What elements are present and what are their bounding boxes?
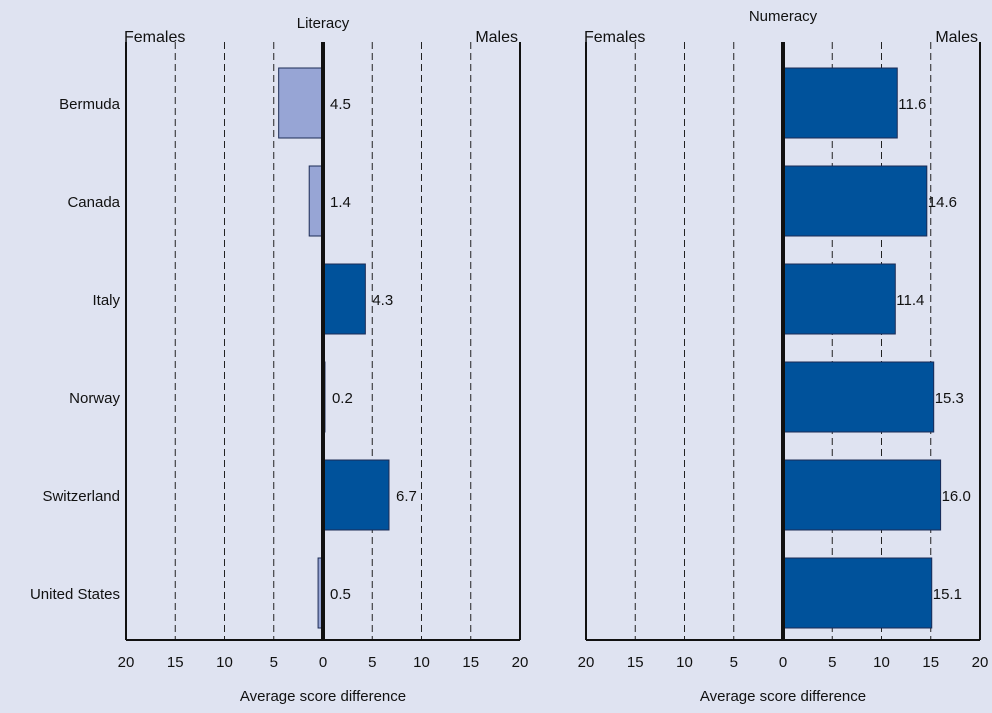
tick-label-5: 5 <box>828 654 836 671</box>
tick-label-4: 0 <box>319 654 327 671</box>
chart-title: Literacy <box>297 15 350 32</box>
bar-united-states <box>783 558 932 628</box>
tick-label-3: 5 <box>270 654 278 671</box>
value-label-italy: 11.4 <box>896 292 924 309</box>
females-label: Females <box>584 29 645 46</box>
tick-label-7: 15 <box>462 654 479 671</box>
category-label-norway: Norway <box>69 390 120 407</box>
males-label: Males <box>935 29 978 46</box>
value-label-united-states: 0.5 <box>330 586 351 603</box>
tick-label-8: 20 <box>512 654 529 671</box>
tick-label-0: 20 <box>118 654 135 671</box>
bar-switzerland <box>783 460 941 530</box>
category-label-switzerland: Switzerland <box>42 488 120 505</box>
tick-label-1: 15 <box>167 654 184 671</box>
tick-label-3: 5 <box>730 654 738 671</box>
category-label-italy: Italy <box>92 292 120 309</box>
tick-label-0: 20 <box>578 654 595 671</box>
category-label-united-states: United States <box>30 586 120 603</box>
females-label: Females <box>124 29 185 46</box>
value-label-switzerland: 6.7 <box>396 488 417 505</box>
x-axis-label: Average score difference <box>700 688 866 705</box>
tick-label-7: 15 <box>922 654 939 671</box>
category-label-canada: Canada <box>67 194 120 211</box>
bar-italy <box>783 264 895 334</box>
value-label-norway: 15.3 <box>935 390 964 407</box>
value-label-bermuda: 4.5 <box>330 96 351 113</box>
tick-label-8: 20 <box>972 654 989 671</box>
bar-switzerland <box>323 460 389 530</box>
tick-label-1: 15 <box>627 654 644 671</box>
bar-bermuda <box>783 68 897 138</box>
literacy-panel: Literacy Females Males 4.5 1.4 4.3 0.2 6.7 0.5 Be… <box>30 15 528 705</box>
value-label-norway: 0.2 <box>332 390 353 407</box>
tick-label-6: 10 <box>873 654 890 671</box>
chart-title: Numeracy <box>749 8 818 25</box>
value-label-switzerland: 16.0 <box>942 488 971 505</box>
value-label-canada: 14.6 <box>928 194 957 211</box>
value-label-bermuda: 11.6 <box>898 96 926 113</box>
value-label-italy: 4.3 <box>372 292 393 309</box>
tick-label-6: 10 <box>413 654 430 671</box>
tick-label-2: 10 <box>676 654 693 671</box>
value-label-united-states: 15.1 <box>933 586 962 603</box>
bar-norway <box>783 362 934 432</box>
bar-canada <box>783 166 927 236</box>
value-label-canada: 1.4 <box>330 194 351 211</box>
tick-label-2: 10 <box>216 654 233 671</box>
bar-bermuda <box>279 68 323 138</box>
category-label-bermuda: Bermuda <box>59 96 121 113</box>
tick-label-4: 0 <box>779 654 787 671</box>
males-label: Males <box>475 29 518 46</box>
tick-label-5: 5 <box>368 654 376 671</box>
bar-italy <box>323 264 365 334</box>
numeracy-panel: Numeracy Females Males 11.6 14.6 11.4 15.3 16.0… <box>578 8 989 705</box>
bar-canada <box>309 166 323 236</box>
x-axis-label: Average score difference <box>240 688 406 705</box>
